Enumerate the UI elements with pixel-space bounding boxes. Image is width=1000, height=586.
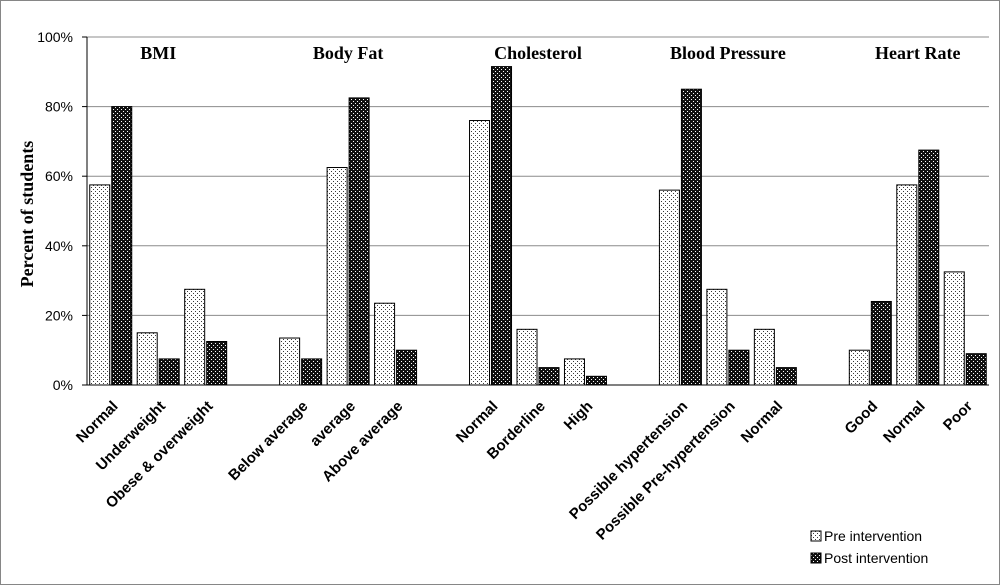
bar-pre-2-2 (563, 358, 585, 386)
bar-pre-3-0 (658, 189, 680, 386)
x-category-label: High (561, 398, 597, 434)
bar-post-2-0 (491, 66, 513, 386)
y-tick-label: 20% (45, 307, 73, 323)
bar-pre-3-1 (706, 288, 728, 386)
bar-pre-3-2 (753, 328, 775, 386)
y-tick-label: 60% (45, 168, 73, 184)
bar-pre-0-1 (136, 332, 158, 386)
bar-post-3-1 (728, 349, 750, 386)
group-title: Body Fat (313, 43, 384, 63)
y-tick-label: 40% (45, 238, 73, 254)
group-title: Blood Pressure (670, 43, 786, 63)
x-category-label: Below average (225, 398, 311, 484)
bar-post-2-1 (538, 367, 560, 386)
bar-pre-1-0 (279, 337, 301, 386)
legend-label-post: Post intervention (824, 550, 928, 566)
x-category-label: Good (841, 398, 881, 438)
group-title: Heart Rate (875, 43, 960, 63)
bar-post-1-2 (396, 349, 418, 386)
bar-post-3-2 (775, 367, 797, 386)
legend-label-pre: Pre intervention (824, 528, 922, 544)
bar-post-4-1 (918, 149, 940, 386)
bar-pre-4-2 (943, 271, 965, 386)
bar-post-1-0 (301, 358, 323, 386)
bar-post-2-2 (585, 375, 607, 386)
bar-pre-4-1 (896, 184, 918, 386)
bar-pre-0-2 (184, 288, 206, 386)
y-tick-label: 80% (45, 99, 73, 115)
x-category-label: Above average (319, 398, 406, 485)
bar-post-1-1 (348, 97, 370, 386)
group-title: BMI (140, 43, 176, 63)
y-axis-label: Percent of students (17, 141, 37, 288)
x-category-label: Normal (73, 398, 122, 447)
bar-pre-1-1 (326, 167, 348, 386)
y-tick-label: 0% (53, 377, 73, 393)
bar-pre-1-2 (374, 302, 396, 386)
x-category-label: Normal (738, 398, 787, 447)
bar-pre-4-0 (848, 349, 870, 386)
bar-post-0-2 (206, 341, 228, 386)
bar-post-3-0 (680, 88, 702, 386)
legend: Pre intervention Post intervention (810, 528, 928, 566)
y-tick-label: 100% (37, 29, 73, 45)
bar-post-0-0 (111, 106, 133, 386)
bar-pre-0-0 (89, 184, 111, 386)
bar-post-4-2 (965, 353, 987, 386)
x-category-label: Poor (940, 398, 976, 434)
x-category-label: Normal (880, 398, 929, 447)
bar-pre-2-0 (469, 120, 491, 386)
legend-swatch-post (810, 552, 822, 564)
x-category-label: Normal (453, 398, 502, 447)
bar-post-4-0 (870, 300, 892, 386)
group-title: Cholesterol (494, 43, 582, 63)
legend-swatch-pre (810, 530, 822, 542)
bar-pre-2-1 (516, 328, 538, 386)
bar-post-0-1 (158, 358, 180, 386)
